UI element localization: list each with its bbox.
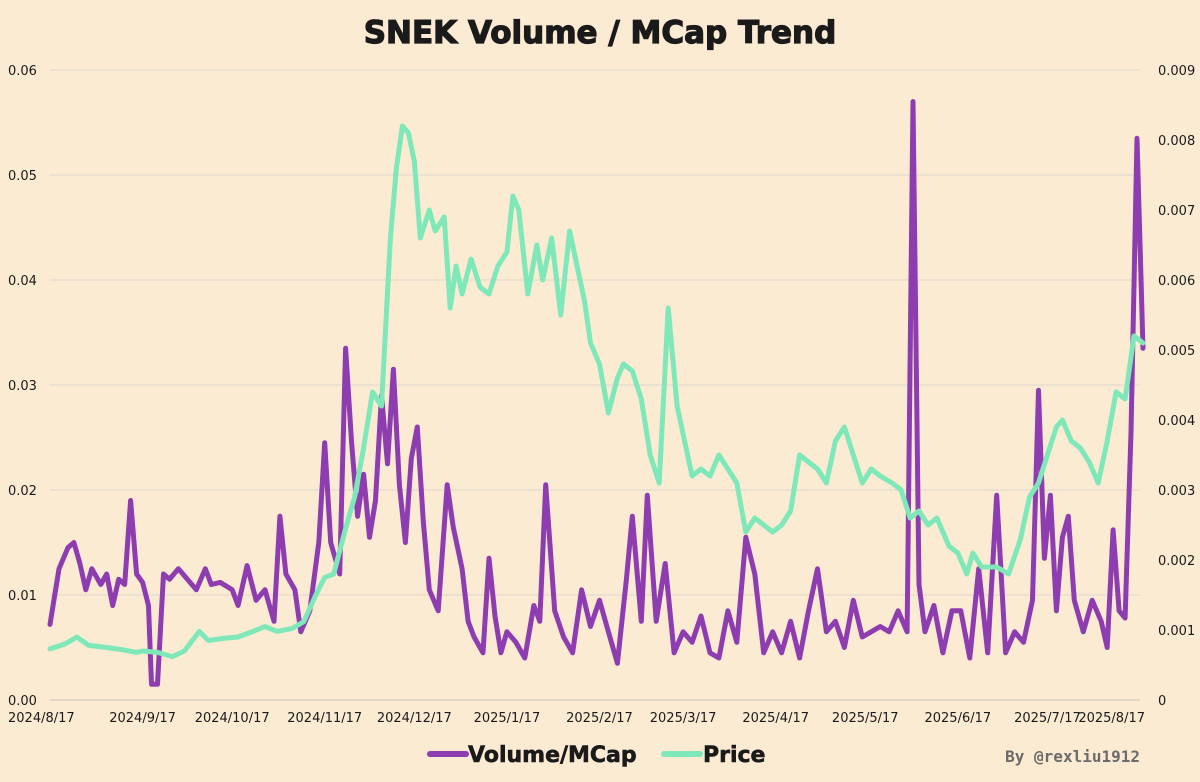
y-right-tick-label: 0.003: [1158, 484, 1195, 499]
x-tick-label: 2024/10/17: [195, 711, 270, 726]
y-left-tick-label: 0.00: [8, 694, 37, 709]
x-tick-label: 2025/1/17: [474, 711, 541, 726]
chart-title: SNEK Volume / MCap Trend: [364, 15, 837, 51]
x-axis-ticks: 2024/8/17 2024/9/17 2024/10/17 2024/11/17 20…: [8, 699, 1145, 726]
legend: Volume/MCap Price: [427, 743, 766, 768]
y-left-tick-label: 0.06: [8, 64, 37, 79]
y-left-tick-label: 0.03: [8, 379, 37, 394]
y-right-tick-label: 0.008: [1158, 134, 1195, 149]
x-tick-label: 2024/11/17: [287, 711, 362, 726]
left-axis-ticks: 0.00 0.01 0.02 0.03 0.04 0.05 0.06: [8, 64, 37, 709]
x-tick-label: 2025/6/17: [924, 711, 991, 726]
x-tick-label: 2025/7/17: [1014, 711, 1081, 726]
legend-label-volume: Volume/MCap: [468, 743, 637, 768]
y-right-tick-label: 0.001: [1158, 624, 1195, 639]
y-right-tick-label: 0.009: [1158, 64, 1195, 79]
x-tick-label: 2025/3/17: [650, 711, 717, 726]
y-right-tick-label: 0: [1158, 694, 1166, 709]
x-tick-label: 2025/5/17: [832, 711, 899, 726]
x-tick-label: 2025/4/17: [742, 711, 809, 726]
author-credit: By @rexliu1912: [1005, 747, 1140, 766]
gridlines: [50, 69, 1140, 596]
x-tick-label: 2024/8/17: [8, 711, 75, 726]
y-right-tick-label: 0.002: [1158, 554, 1195, 569]
y-right-tick-label: 0.007: [1158, 204, 1195, 219]
series-layer: [47, 99, 1146, 687]
x-tick-label: 2024/12/17: [377, 711, 452, 726]
right-axis-ticks: 0 0.001 0.002 0.003 0.004 0.005 0.006 0.007 0.00…: [1158, 64, 1195, 709]
series-line-volume-mcap: [47, 99, 1146, 687]
x-tick-label: 2024/9/17: [109, 711, 176, 726]
y-left-tick-label: 0.04: [8, 274, 37, 289]
y-right-tick-label: 0.004: [1158, 414, 1195, 429]
series-line-price: [47, 123, 1146, 660]
y-left-tick-label: 0.05: [8, 169, 37, 184]
y-right-tick-label: 0.005: [1158, 344, 1195, 359]
legend-label-price: Price: [703, 743, 765, 768]
y-left-tick-label: 0.02: [8, 484, 37, 499]
x-tick-label: 2025/8/17: [1078, 711, 1145, 726]
y-left-tick-label: 0.01: [8, 589, 37, 604]
x-tick-label: 2025/2/17: [566, 711, 633, 726]
y-right-tick-label: 0.006: [1158, 274, 1195, 289]
